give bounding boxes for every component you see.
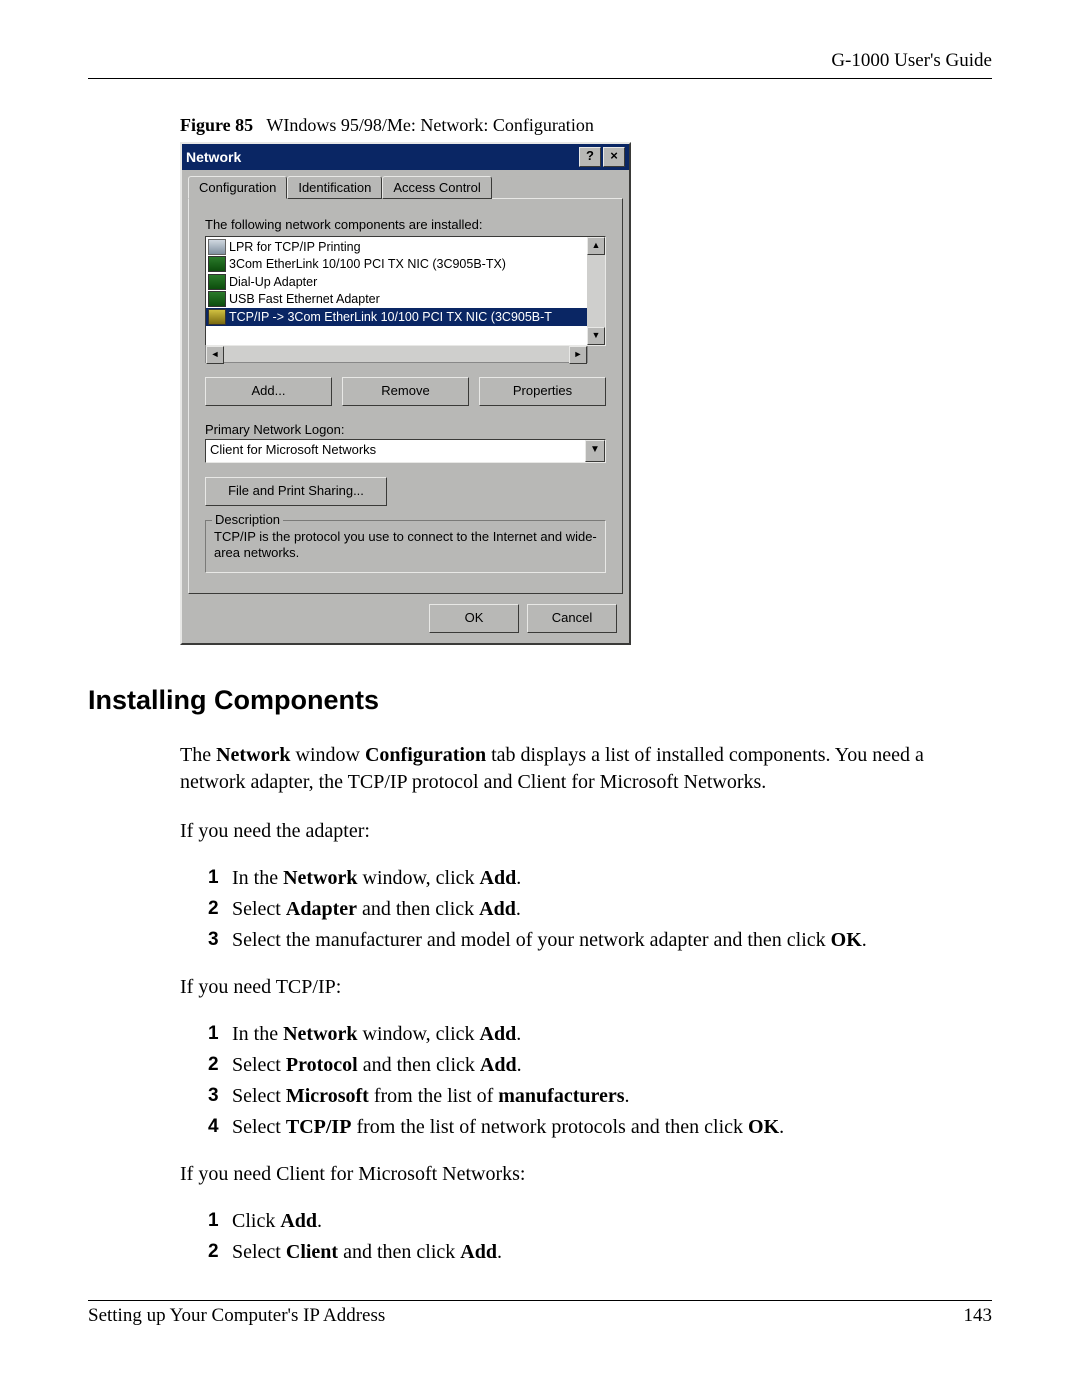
page-footer: Setting up Your Computer's IP Address 14… [88,1305,992,1327]
figure-caption: Figure 85 WIndows 95/98/Me: Network: Con… [180,115,992,136]
dialog-title: Network [186,149,577,165]
step-text: Select the manufacturer and model of you… [232,929,867,952]
step: 1Click Add. [208,1210,992,1233]
list-item-label: TCP/IP -> 3Com EtherLink 10/100 PCI TX N… [229,310,552,324]
step: 2Select Adapter and then click Add. [208,898,992,921]
figure-caption-text: WIndows 95/98/Me: Network: Configuration [266,115,593,135]
scroll-down-icon[interactable]: ▼ [587,327,605,345]
step-number: 4 [208,1116,232,1139]
step-number: 1 [208,1023,232,1046]
lead-adapter: If you need the adapter: [180,818,992,845]
adapter-icon [208,274,226,290]
ok-button[interactable]: OK [429,604,519,633]
list-item-label: Dial-Up Adapter [229,275,317,289]
description-title: Description [212,512,283,527]
footer-left: Setting up Your Computer's IP Address [88,1305,385,1327]
step-text: Click Add. [232,1210,322,1233]
titlebar: Network ? × [182,144,629,170]
chevron-down-icon[interactable]: ▼ [585,440,605,462]
step: 2Select Client and then click Add. [208,1241,992,1264]
step: 3Select the manufacturer and model of yo… [208,929,992,952]
list-item-label: LPR for TCP/IP Printing [229,240,361,254]
list-item[interactable]: LPR for TCP/IP Printing [206,238,587,256]
step-number: 2 [208,1241,232,1264]
network-dialog: Network ? × Configuration Identification… [180,142,631,645]
list-item[interactable]: 3Com EtherLink 10/100 PCI TX NIC (3C905B… [206,256,587,274]
step-text: Select Microsoft from the list of manufa… [232,1085,630,1108]
step-number: 1 [208,867,232,890]
step-number: 3 [208,1085,232,1108]
file-print-sharing-button[interactable]: File and Print Sharing... [205,477,387,506]
list-item-label: 3Com EtherLink 10/100 PCI TX NIC (3C905B… [229,257,506,271]
description-group: Description TCP/IP is the protocol you u… [205,520,606,573]
steps-tcpip: 1In the Network window, click Add.2Selec… [208,1023,992,1139]
section-heading: Installing Components [88,685,992,716]
components-listbox[interactable]: LPR for TCP/IP Printing 3Com EtherLink 1… [205,236,606,346]
step: 1In the Network window, click Add. [208,1023,992,1046]
protocol-icon [208,309,226,325]
close-button[interactable]: × [603,147,625,167]
step: 1In the Network window, click Add. [208,867,992,890]
header-right: G-1000 User's Guide [88,50,992,72]
tab-access-control[interactable]: Access Control [382,176,491,199]
primary-logon-value: Client for Microsoft Networks [206,440,585,462]
step: 2Select Protocol and then click Add. [208,1054,992,1077]
tab-identification[interactable]: Identification [287,176,382,199]
intro-paragraph: The Network window Configuration tab dis… [180,742,992,796]
footer-right: 143 [964,1305,993,1327]
help-button[interactable]: ? [579,147,601,167]
step-text: In the Network window, click Add. [232,1023,521,1046]
list-item-label: USB Fast Ethernet Adapter [229,292,380,306]
step-number: 2 [208,898,232,921]
description-text: TCP/IP is the protocol you use to connec… [214,529,597,562]
step-text: Select Protocol and then click Add. [232,1054,522,1077]
add-button[interactable]: Add... [205,377,332,406]
scroll-left-icon[interactable]: ◄ [206,346,224,364]
list-item[interactable]: Dial-Up Adapter [206,273,587,291]
components-label: The following network components are ins… [205,217,606,232]
adapter-icon [208,256,226,272]
step-text: Select Client and then click Add. [232,1241,502,1264]
header-rule [88,78,992,79]
scroll-up-icon[interactable]: ▲ [587,237,605,255]
step-text: Select Adapter and then click Add. [232,898,521,921]
steps-adapter: 1In the Network window, click Add.2Selec… [208,867,992,952]
step-number: 2 [208,1054,232,1077]
step-number: 3 [208,929,232,952]
tab-panel: The following network components are ins… [188,198,623,594]
properties-button[interactable]: Properties [479,377,606,406]
tab-configuration[interactable]: Configuration [188,176,287,199]
adapter-icon [208,291,226,307]
step: 4Select TCP/IP from the list of network … [208,1116,992,1139]
primary-logon-label: Primary Network Logon: [205,422,606,437]
figure-label: Figure 85 [180,115,253,135]
step-text: Select TCP/IP from the list of network p… [232,1116,784,1139]
vertical-scrollbar[interactable]: ▲ ▼ [587,237,605,345]
lead-client: If you need Client for Microsoft Network… [180,1161,992,1188]
horizontal-scrollbar[interactable]: ◄ ► [205,346,588,363]
steps-client: 1Click Add.2Select Client and then click… [208,1210,992,1264]
footer-rule [88,1300,992,1301]
primary-logon-combobox[interactable]: Client for Microsoft Networks ▼ [205,439,606,463]
service-icon [208,239,226,255]
list-item[interactable]: TCP/IP -> 3Com EtherLink 10/100 PCI TX N… [206,308,587,326]
list-item[interactable]: USB Fast Ethernet Adapter [206,291,587,309]
remove-button[interactable]: Remove [342,377,469,406]
step: 3Select Microsoft from the list of manuf… [208,1085,992,1108]
lead-tcpip: If you need TCP/IP: [180,974,992,1001]
scroll-right-icon[interactable]: ► [569,346,587,364]
cancel-button[interactable]: Cancel [527,604,617,633]
tabstrip: Configuration Identification Access Cont… [188,176,623,199]
step-text: In the Network window, click Add. [232,867,521,890]
step-number: 1 [208,1210,232,1233]
